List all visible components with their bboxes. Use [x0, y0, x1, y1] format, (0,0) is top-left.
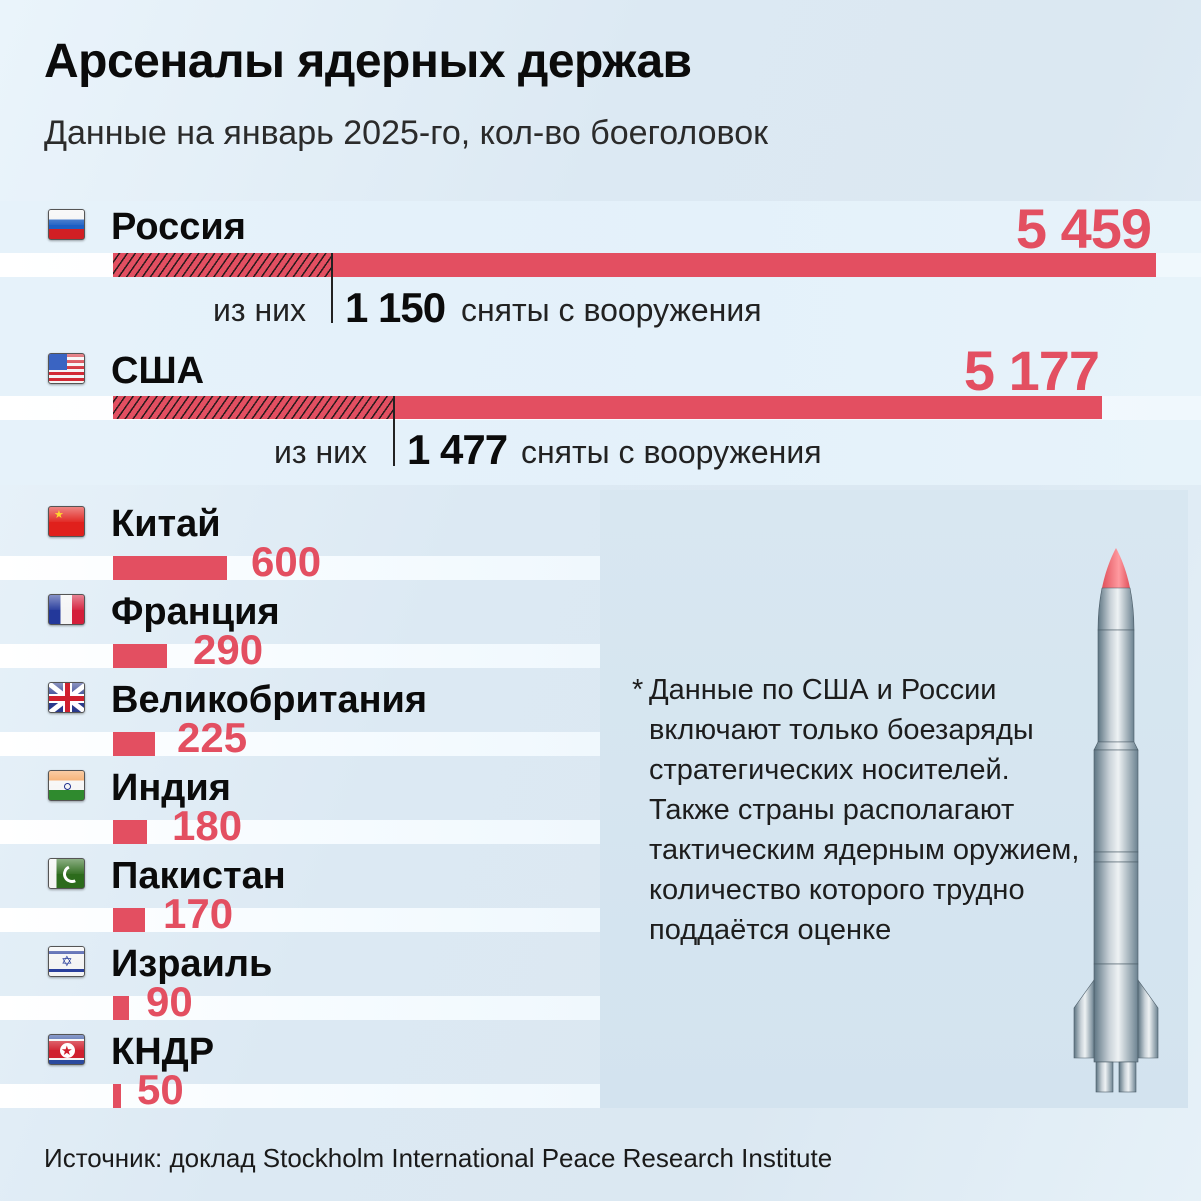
footnote-star: *: [632, 674, 644, 706]
value-label: 170: [163, 890, 234, 937]
uk-flag-icon: [48, 682, 85, 713]
retired-divider: [331, 253, 333, 323]
value-label: 90: [146, 978, 193, 1025]
sub-prefix: из них: [274, 434, 367, 470]
france-flag-icon: [48, 594, 85, 625]
bar-track: [0, 996, 600, 1020]
bar-track: [0, 908, 600, 932]
value-bar: [113, 908, 145, 932]
bar-track: [0, 556, 600, 580]
uk-cross-v-red: [65, 683, 70, 712]
russia-flag-icon: [48, 209, 85, 240]
nk-disc: [60, 1043, 75, 1058]
country-label: Великобритания: [111, 679, 428, 721]
nk-star: ★: [61, 1043, 73, 1058]
india-chakra: [64, 783, 71, 790]
page-title: Арсеналы ядерных держав: [44, 35, 692, 88]
value-label: 600: [251, 538, 322, 585]
sub-suffix: сняты с вооружения: [521, 434, 822, 470]
retired-bar: [113, 396, 394, 419]
china-star: ★: [54, 509, 64, 521]
value-bar: [113, 1084, 121, 1108]
india-flag-icon: [48, 770, 85, 801]
country-label: Пакистан: [111, 855, 286, 897]
country-label: США: [111, 350, 205, 392]
rocket-icon: [1073, 548, 1159, 1093]
pakistan-crescent: [60, 862, 84, 886]
value-label: 50: [137, 1066, 184, 1113]
country-label: Китай: [111, 503, 221, 545]
value-label: 225: [177, 714, 248, 761]
bar-track: [0, 644, 600, 668]
star-of-david: ✡: [61, 953, 73, 969]
value-bar: [113, 732, 155, 756]
north-korea-flag-icon: ★: [48, 1034, 85, 1065]
value-label: 180: [172, 802, 243, 849]
usa-canton: [49, 354, 67, 370]
source-note: Источник: доклад Stockholm International…: [44, 1143, 833, 1173]
country-label: КНДР: [111, 1031, 215, 1073]
value-bar: [113, 820, 147, 844]
footnote-text: Данные по США и России включают только б…: [649, 674, 1080, 946]
footnote: * Данные по США и России включают только…: [632, 670, 1082, 950]
value-label: 290: [193, 626, 264, 673]
value-bar: [113, 644, 167, 668]
value-bar: [113, 996, 129, 1020]
usa-flag-icon: [48, 353, 85, 384]
sub-prefix: из них: [213, 292, 306, 328]
israel-flag-icon: ✡: [48, 946, 85, 977]
total-value: 5 177: [963, 339, 1100, 402]
bar-track: [0, 1084, 600, 1108]
country-label: Франция: [111, 591, 280, 633]
bar-track: [0, 732, 600, 756]
retired-bar: [113, 253, 332, 277]
country-label: Израиль: [111, 943, 273, 985]
retired-value: 1 477: [407, 426, 508, 473]
bar-track: [0, 820, 600, 844]
china-flag-icon: ★: [48, 506, 85, 537]
country-label: Индия: [111, 767, 231, 809]
retired-value: 1 150: [345, 284, 446, 331]
total-value: 5 459: [1015, 197, 1152, 260]
page-subtitle: Данные на январь 2025-го, кол-во боеголо…: [44, 114, 768, 152]
sub-suffix: сняты с вооружения: [461, 292, 762, 328]
value-bar: [113, 556, 227, 580]
country-label: Россия: [111, 206, 246, 248]
pakistan-flag-icon: [48, 858, 85, 889]
retired-divider: [393, 396, 395, 466]
